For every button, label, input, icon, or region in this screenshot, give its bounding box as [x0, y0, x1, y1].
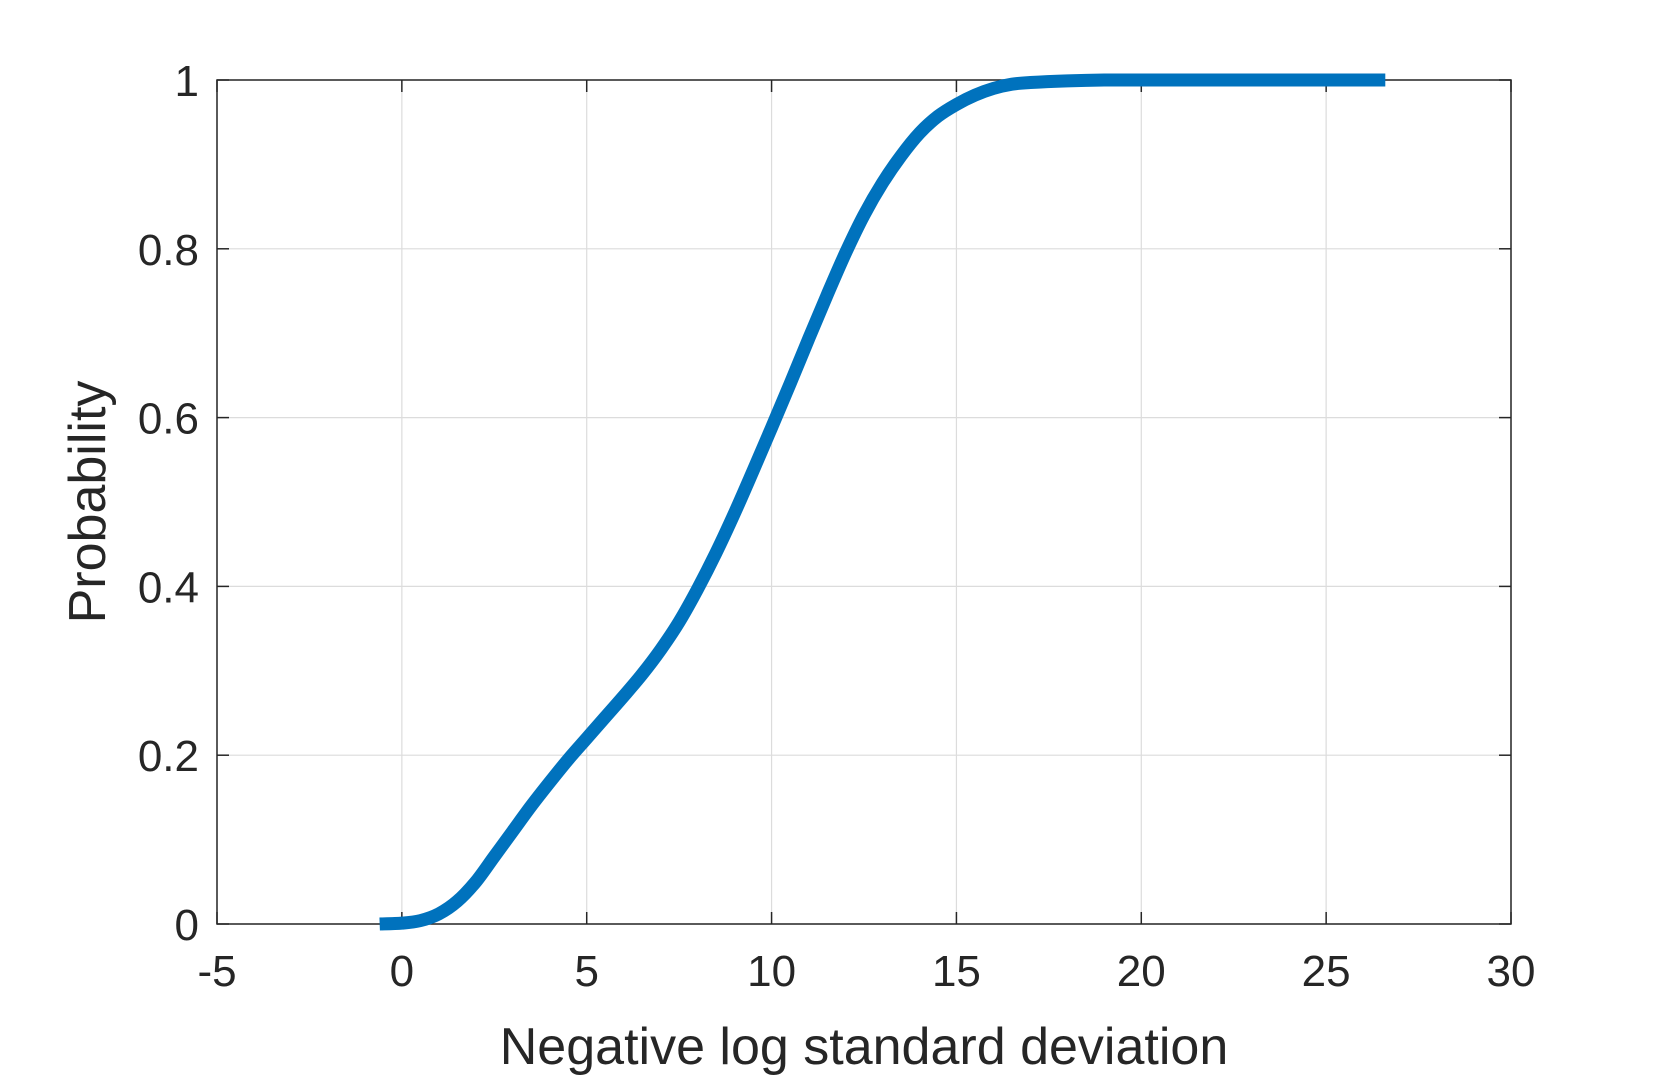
y-tick-label: 0.2 [138, 732, 199, 781]
y-tick-label: 0 [175, 901, 199, 950]
series-layer [379, 73, 1386, 931]
x-tick-labels: -5 0 5 10 15 20 25 30 [197, 947, 1535, 996]
x-tick-label: 30 [1487, 947, 1536, 996]
x-tick-label: 0 [390, 947, 414, 996]
y-tick-label: 0.6 [138, 395, 199, 444]
x-tick-label: 5 [574, 947, 598, 996]
y-tick-label: 1 [175, 57, 199, 106]
x-tick-label: 25 [1302, 947, 1351, 996]
x-tick-label: 15 [932, 947, 981, 996]
x-tick-label: 10 [747, 947, 796, 996]
y-axis-label: Probability [59, 381, 117, 624]
y-tick-label: 0.4 [138, 563, 199, 612]
series-line-0 [379, 73, 1386, 931]
plot-area-frame [216, 79, 1512, 925]
y-tick-labels: 0 0.2 0.4 0.6 0.8 1 [138, 57, 199, 950]
x-axis-label: Negative log standard deviation [500, 1018, 1228, 1075]
x-tick-label: 20 [1117, 947, 1166, 996]
x-tick-label: -5 [197, 947, 236, 996]
y-tick-label: 0.8 [138, 226, 199, 275]
